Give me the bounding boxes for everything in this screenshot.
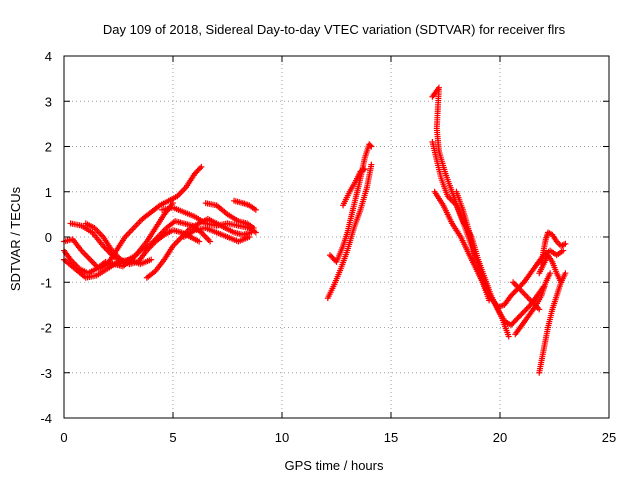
data-point: [510, 290, 517, 297]
data-point: [558, 279, 565, 286]
data-point: [250, 224, 257, 231]
y-axis-label: SDTVAR / TECUs: [8, 186, 23, 291]
series-track-12: [324, 161, 375, 302]
data-point: [368, 161, 375, 168]
data-point: [562, 240, 569, 247]
data-point: [520, 308, 527, 315]
y-tick-label: 3: [45, 94, 52, 109]
y-tick-label: -2: [40, 321, 52, 336]
x-tick-label: 5: [169, 430, 176, 445]
data-point: [507, 322, 514, 329]
data-point: [560, 247, 567, 254]
series-track-1: [61, 163, 205, 272]
y-tick-label: 4: [45, 49, 52, 64]
data-point: [510, 319, 517, 326]
series-track-13: [340, 166, 368, 209]
data-point: [194, 167, 201, 174]
y-tick-label: -1: [40, 275, 52, 290]
y-tick-label: 1: [45, 185, 52, 200]
x-tick-label: 15: [384, 430, 398, 445]
data-point: [368, 143, 375, 150]
data-point: [191, 170, 198, 177]
y-tick-label: -3: [40, 366, 52, 381]
data-point: [511, 288, 518, 295]
data-point: [197, 165, 204, 172]
series-track-19: [512, 270, 554, 338]
series-track-22: [536, 252, 565, 286]
data-point: [193, 169, 200, 176]
data-point: [519, 310, 526, 317]
y-tick-label: -4: [40, 411, 52, 426]
data-point: [486, 297, 493, 304]
data-point: [514, 315, 521, 322]
data-point: [536, 306, 543, 313]
data-point: [562, 270, 569, 277]
series-track-8: [202, 200, 257, 231]
y-tick-label: 2: [45, 140, 52, 155]
data-point: [509, 320, 516, 327]
chart-title: Day 109 of 2018, Sidereal Day-to-day VTE…: [103, 22, 566, 37]
series-track-10: [180, 224, 253, 245]
data-point: [547, 270, 554, 277]
data-point: [198, 163, 205, 170]
series-track-21: [538, 229, 569, 268]
data-point: [252, 206, 259, 213]
grid: [64, 56, 609, 418]
axes: 0 5 10 15 20 25 -4 -3 -2 -1 0 1 2 3 4: [40, 49, 616, 445]
data-point: [252, 229, 259, 236]
x-tick-label: 0: [60, 430, 67, 445]
series-track-9: [231, 197, 259, 213]
data-point: [326, 252, 333, 259]
data-point: [246, 234, 253, 240]
data-point: [367, 142, 374, 149]
data-point: [195, 166, 202, 173]
series-track-7: [159, 204, 259, 236]
data-point: [523, 305, 530, 312]
data-point: [518, 281, 525, 288]
data-point: [148, 256, 155, 263]
series-track-14: [429, 84, 567, 311]
data-point: [361, 166, 368, 173]
series-track-5: [82, 220, 203, 268]
data-point: [509, 291, 516, 298]
data-point: [507, 292, 514, 299]
x-tick-label: 10: [275, 430, 289, 445]
series-track-17: [453, 188, 493, 304]
data-point: [196, 238, 203, 245]
data-point: [330, 256, 337, 263]
data-point: [328, 253, 335, 260]
y-tick-label: 0: [45, 230, 52, 245]
data-point: [513, 316, 520, 323]
data-point: [207, 238, 214, 245]
data-marks: [61, 84, 569, 376]
data-point: [329, 254, 336, 261]
data-point: [522, 307, 529, 314]
series-track-20: [536, 270, 569, 376]
data-point: [517, 312, 524, 319]
x-tick-label: 25: [602, 430, 616, 445]
x-axis-label: GPS time / hours: [285, 458, 384, 473]
data-point: [511, 318, 518, 325]
x-tick-label: 20: [493, 430, 507, 445]
data-point: [515, 314, 522, 321]
data-point: [524, 304, 531, 311]
data-point: [505, 333, 512, 340]
data-point: [518, 311, 525, 318]
